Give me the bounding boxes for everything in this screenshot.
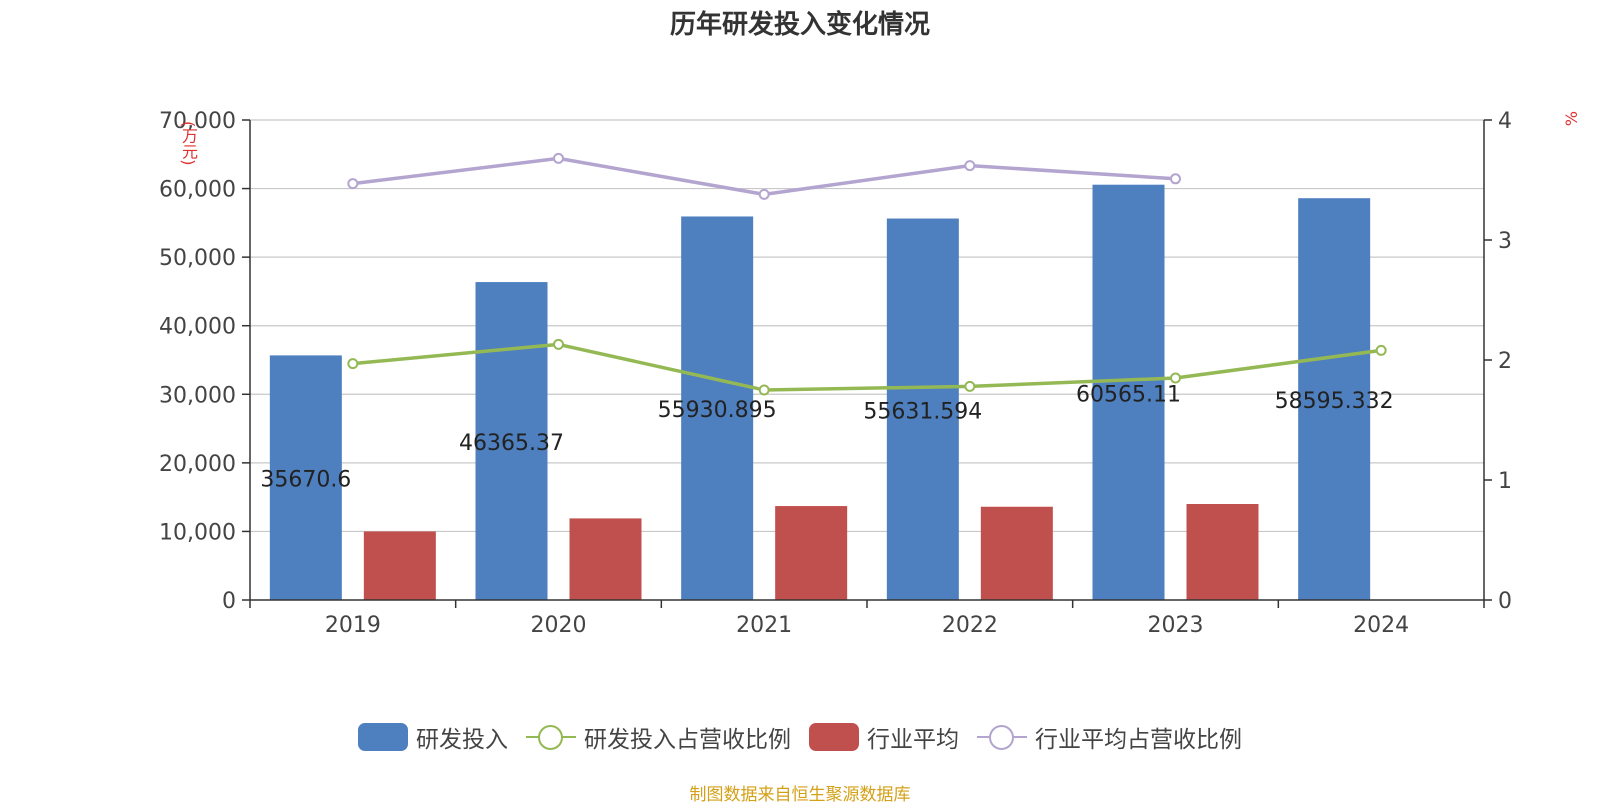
legend-swatch-rd [358,723,408,751]
y-left-tick-label: 40,000 [159,315,236,340]
legend-item-industry-ratio[interactable]: 行业平均占营收比例 [977,720,1242,754]
bar-rd [1298,198,1371,600]
legend-label-rd-ratio: 研发投入占营收比例 [584,727,791,753]
bar-industry [569,518,642,600]
legend-item-rd-ratio[interactable]: 研发投入占营收比例 [526,720,791,754]
legend-swatch-industry [809,723,859,751]
y-right-tick-label: 4 [1498,109,1512,134]
point-rd-ratio [1170,372,1181,384]
point-industry-ratio [553,152,564,164]
line-rd-ratio [352,342,1382,392]
point-industry-ratio [964,160,976,172]
data-label-rd: 46365.37 [459,431,564,456]
x-tick-label: 2019 [325,613,381,638]
y-left-tick-label: 10,000 [159,520,236,545]
x-tick-label: 2024 [1353,613,1409,638]
bar-industry [363,531,436,600]
legend-swatch-industry-ratio [977,723,1027,751]
bar-rd [681,216,754,600]
point-industry-ratio [758,188,770,200]
legend-swatch-rd-ratio [526,723,576,751]
axes: 0 10,000 20,000 30,000 40,000 50,000 60,000 70,… [159,109,1512,638]
y-right-tick-label: 3 [1498,229,1512,254]
y-left-tick-label: 60,000 [159,178,236,203]
bar-industry [1186,504,1259,600]
bar-series [269,184,1371,600]
bar-rd [269,355,342,600]
line-series [347,152,1387,396]
y-left-tick-label: 30,000 [159,383,236,408]
point-industry-ratio [1170,173,1181,185]
data-source-note: 制图数据来自恒生聚源数据库 [689,785,911,805]
point-rd-ratio [1375,344,1387,356]
point-rd-ratio [758,384,770,396]
y-right-tick-label: 1 [1498,469,1512,494]
legend-label-industry: 行业平均 [867,727,959,753]
x-tick-label: 2023 [1148,613,1204,638]
bar-rd [1092,184,1165,600]
y-left-tick-label: 0 [222,589,236,614]
point-industry-ratio [347,178,359,190]
data-label-rd: 55930.895 [658,398,777,423]
x-tick-label: 2020 [531,613,587,638]
legend-label-rd: 研发投入 [416,727,508,753]
right-axis-unit: % [1562,111,1581,127]
y-right-tick-label: 2 [1498,349,1512,374]
x-tick-label: 2022 [942,613,998,638]
x-tick-label: 2021 [736,613,792,638]
legend-label-industry-ratio: 行业平均占营收比例 [1035,727,1242,753]
point-rd-ratio [964,380,976,392]
legend: 研发投入 研发投入占营收比例 行业平均 行业平均占营收比例 [0,719,1600,755]
y-left-tick-label: 50,000 [159,246,236,271]
legend-item-industry[interactable]: 行业平均 [809,720,959,754]
y-left-tick-label: 20,000 [159,452,236,477]
bar-industry [775,506,848,600]
left-axis-unit: (万元) [179,121,198,166]
data-label-rd: 35670.6 [260,468,351,493]
bar-rd [475,282,548,600]
grid-lines [250,119,1484,533]
bar-industry [980,506,1053,600]
data-label-rd: 58595.332 [1275,389,1394,414]
point-rd-ratio [553,338,564,350]
data-label-rd: 60565.11 [1076,382,1181,407]
y-left-tick-label: 70,000 [159,109,236,134]
legend-item-rd[interactable]: 研发投入 [358,720,508,754]
data-label-rd: 55631.594 [863,399,982,424]
point-rd-ratio [347,358,359,370]
data-labels: 35670.6 46365.37 55930.895 55631.594 60565.1… [260,382,1393,492]
y-right-tick-label: 0 [1498,589,1512,614]
chart-title: 历年研发投入变化情况 [669,10,930,40]
bar-rd [886,218,959,600]
